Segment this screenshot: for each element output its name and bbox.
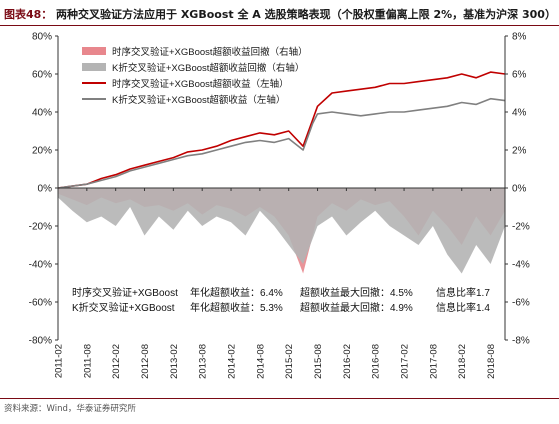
- source-divider: [0, 398, 559, 399]
- x-tick-label: 2012-02: [111, 344, 122, 379]
- series-area-1: [58, 188, 505, 274]
- legend: 时序交叉验证+XGBoost超额收益回撤（右轴） K折交叉验证+XGBoost超额…: [82, 46, 308, 106]
- x-tick-label: 2016-02: [342, 344, 353, 379]
- x-tick-label: 2015-08: [313, 344, 324, 379]
- x-tick-label: 2018-02: [457, 344, 468, 379]
- x-tick-label: 2015-02: [284, 344, 295, 379]
- x-tick-label: 2017-02: [400, 344, 411, 379]
- x-tick-label: 2016-08: [371, 344, 382, 379]
- stats-table: 时序交叉验证+XGBoost 年化超额收益：6.4% 超额收益最大回撤：4.5% 信息…: [72, 286, 490, 314]
- left-tick-label: 0%: [38, 184, 53, 195]
- axes: -80% -60% -40% -20% 0% 20% 40% 60% 80% -8% -6% -4% -…: [29, 32, 530, 379]
- excess-return-lines: [57, 71, 506, 189]
- stats-cell: 超额收益最大回撤：4.5%: [300, 286, 413, 299]
- left-tick-label: -60%: [29, 298, 52, 309]
- drawdown-areas: [58, 188, 505, 274]
- left-tick-label: 80%: [32, 32, 52, 43]
- legend-swatch: [82, 63, 106, 71]
- x-tick-label: 2013-02: [169, 344, 180, 379]
- right-tick-label: -2%: [512, 222, 530, 233]
- stats-cell: 超额收益最大回撤：4.9%: [300, 301, 413, 314]
- x-tick-label: 2018-08: [486, 344, 497, 379]
- stats-cell: 信息比率1.7: [436, 286, 490, 299]
- right-tick-label: 6%: [512, 70, 527, 81]
- figure-header: 图表48： 两种交叉验证方法应用于 XGBoost 全 A 选股策略表现（个股权…: [0, 0, 559, 26]
- left-tick-label: -40%: [29, 260, 52, 271]
- x-tick-label: 2014-08: [255, 344, 266, 379]
- stats-cell: 时序交叉验证+XGBoost: [72, 286, 178, 299]
- legend-label: K折交叉验证+XGBoost超额收益回撤（右轴）: [112, 62, 304, 74]
- series-line-3: [57, 97, 506, 189]
- x-tick-label: 2014-02: [227, 344, 238, 379]
- right-tick-label: 0%: [512, 184, 527, 195]
- source-note: 资料来源：Wind，华泰证券研究所: [4, 404, 136, 414]
- right-tick-label: 4%: [512, 108, 527, 119]
- left-tick-label: 20%: [32, 146, 52, 157]
- x-tick-label: 2011-02: [54, 344, 65, 378]
- chart: -80% -60% -40% -20% 0% 20% 40% 60% 80% -8% -6% -4% -…: [29, 32, 530, 379]
- x-tick-label: 2017-08: [428, 344, 439, 379]
- right-tick-label: -6%: [512, 298, 530, 309]
- stats-cell: 年化超额收益：5.3%: [190, 301, 283, 314]
- figure-number: 图表48：: [4, 8, 53, 21]
- legend-label: 时序交叉验证+XGBoost超额收益（左轴）: [112, 78, 289, 90]
- left-tick-label: -20%: [29, 222, 52, 233]
- legend-swatch: [82, 47, 106, 55]
- x-tick-label: 2013-08: [198, 344, 209, 379]
- x-tick-label: 2011-08: [82, 344, 93, 378]
- stats-cell: 年化超额收益：6.4%: [190, 286, 283, 299]
- left-tick-label: 60%: [32, 70, 52, 81]
- figure-title: 两种交叉验证方法应用于 XGBoost 全 A 选股策略表现（个股权重偏离上限 …: [56, 8, 556, 21]
- legend-label: K折交叉验证+XGBoost超额收益（左轴）: [112, 94, 285, 106]
- right-tick-label: 2%: [512, 146, 527, 157]
- stats-cell: K折交叉验证+XGBoost: [72, 301, 175, 314]
- series-line-2: [57, 71, 506, 189]
- left-tick-label: -80%: [29, 336, 52, 347]
- right-tick-label: 8%: [512, 32, 527, 43]
- right-tick-label: -4%: [512, 260, 530, 271]
- legend-label: 时序交叉验证+XGBoost超额收益回撤（右轴）: [112, 46, 308, 58]
- stats-cell: 信息比率1.4: [436, 301, 490, 314]
- x-tick-label: 2012-08: [140, 344, 151, 379]
- left-tick-label: 40%: [32, 108, 52, 119]
- right-tick-label: -8%: [512, 336, 530, 347]
